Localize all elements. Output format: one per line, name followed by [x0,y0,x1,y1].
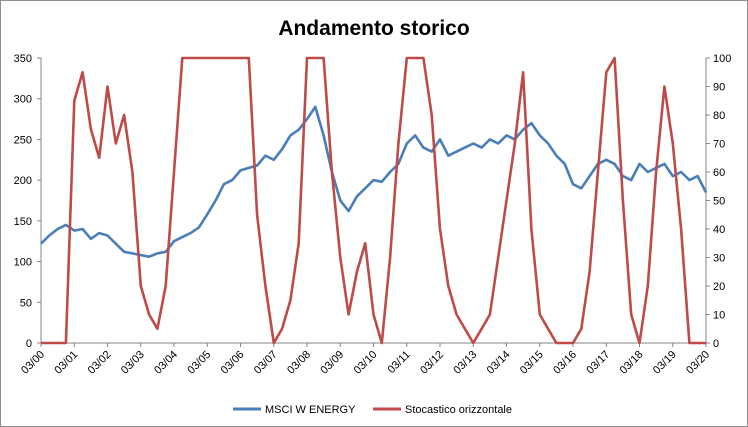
x-tick-label: 03/11 [385,349,412,376]
y-left-tick-label: 250 [14,134,32,146]
y-right-tick-label: 0 [713,338,719,350]
y-left-tick-label: 350 [14,53,32,65]
x-tick-label: 03/16 [551,349,579,377]
y-left-tick-label: 50 [20,297,32,309]
y-right-tick-label: 40 [713,224,725,236]
y-right-tick-label: 90 [713,82,725,94]
x-tick-label: 03/05 [185,349,213,377]
y-right-tick-label: 100 [713,53,731,65]
y-right-tick-label: 10 [713,310,725,322]
y-left-tick-label: 0 [26,338,32,350]
y-left-tick-label: 300 [14,94,32,106]
series-line-msci-w-energy [40,105,708,258]
y-right-tick-label: 80 [713,110,725,122]
x-tick-label: 03/09 [318,349,346,377]
plot-area: 0 50 100 150 200 250 300 350 0 10 20 30 40 50 60 70 80 90… [14,53,732,377]
x-tick-label: 03/20 [684,349,712,377]
y-right-tick-label: 30 [713,253,725,265]
chart-title: Andamento storico [278,17,469,40]
x-tick-label: 03/14 [485,349,513,377]
x-tick-label: 03/17 [584,349,612,377]
y-right-tick-label: 70 [713,139,725,151]
legend-label-stocastico: Stocastico orizzontale [405,404,512,416]
y-right-tick-label: 20 [713,281,725,293]
y-left-tick-label: 100 [14,257,32,269]
x-tick-label: 03/01 [52,349,80,377]
legend-label-msci: MSCI W ENERGY [265,404,356,416]
x-tick-label: 03/06 [219,349,247,377]
x-tick-label: 03/13 [451,349,479,377]
x-tick-label: 03/15 [518,349,546,377]
x-tick-label: 03/10 [352,349,380,377]
x-tick-label: 03/08 [285,349,313,377]
x-tick-label: 03/03 [119,349,147,377]
legend: MSCI W ENERGY Stocastico orizzontale [233,404,512,416]
x-tick-label: 03/18 [618,349,646,377]
x-tick-label: 03/07 [252,349,280,377]
y-left-tick-label: 200 [14,175,32,187]
series-line-stocastico [41,56,706,345]
x-tick-label: 03/12 [418,349,446,377]
y-right-tick-label: 50 [713,196,725,208]
y-left-tick-label: 150 [14,216,32,228]
y-right-tick-label: 60 [713,167,725,179]
x-tick-label: 03/00 [19,349,47,377]
x-tick-label: 03/04 [152,349,180,377]
x-tick-label: 03/02 [86,349,114,377]
x-tick-label: 03/19 [651,349,679,377]
